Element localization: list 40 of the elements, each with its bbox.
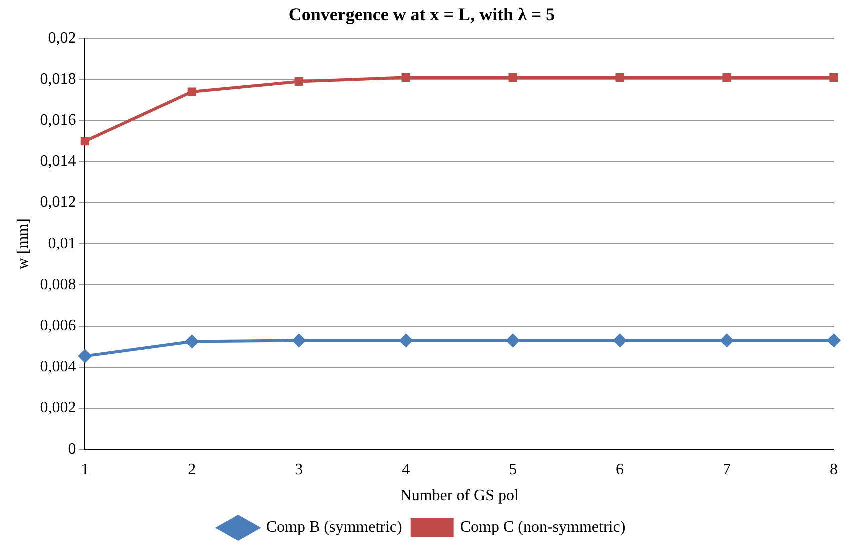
- point: [720, 334, 734, 348]
- y-tick-label: 0: [68, 440, 76, 458]
- point: [828, 334, 840, 348]
- y-tick-label: 0,008: [40, 276, 76, 294]
- point: [614, 334, 627, 348]
- legend-label: Comp C (non-symmetric): [460, 519, 626, 536]
- point: [616, 73, 624, 82]
- point: [402, 73, 410, 82]
- y-tick-label: 0,004: [40, 358, 76, 376]
- y-tick-label: 0,012: [40, 194, 76, 212]
- x-tick-label: 3: [295, 461, 304, 478]
- point: [292, 334, 306, 348]
- chart-title: Convergence w at x = L, with λ = 5: [288, 4, 556, 24]
- legend-label: Comp B (symmetric): [266, 519, 402, 536]
- point: [830, 73, 838, 82]
- x-tick-label: 7: [723, 461, 732, 478]
- y-tick-label: 0,018: [40, 70, 76, 88]
- point: [722, 73, 732, 82]
- y-tick-label: 0,016: [40, 112, 76, 130]
- x-tick-label: 2: [188, 461, 196, 478]
- point: [506, 334, 520, 348]
- y-tick-label: 0,02: [48, 30, 76, 47]
- x-tick-label: 1: [81, 461, 90, 478]
- point: [400, 334, 413, 348]
- point: [186, 335, 199, 348]
- y-tick-label: 0,014: [40, 153, 76, 170]
- y-tick-label: 0,01: [48, 235, 76, 252]
- x-tick-label: 4: [402, 461, 410, 478]
- x-tick-label: 6: [616, 461, 624, 478]
- point: [80, 137, 90, 146]
- y-tick-label: 0,006: [40, 318, 76, 335]
- x-tick-label: 8: [830, 461, 838, 478]
- point: [188, 88, 196, 96]
- point: [294, 77, 304, 86]
- x-axis-title: Number of GS pol: [400, 488, 520, 505]
- point: [78, 350, 92, 363]
- point: [508, 73, 518, 82]
- x-tick-label: 5: [509, 461, 518, 478]
- y-axis-title: w [mm]: [14, 218, 32, 270]
- y-tick-label: 0,002: [40, 400, 76, 417]
